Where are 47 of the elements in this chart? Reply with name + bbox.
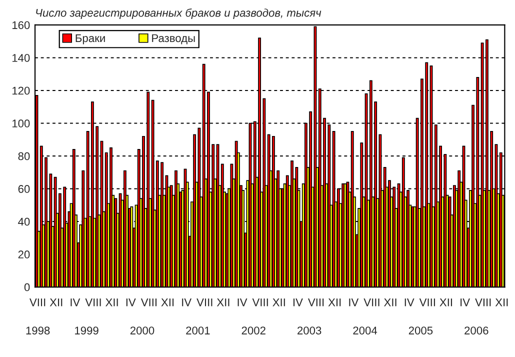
x-tick-label: IV	[349, 298, 359, 306]
chart-title: Число зарегистрированных браков и разводов, тысяч	[36, 8, 322, 19]
x-tick-label: XII	[495, 298, 508, 306]
x-tick-label: VIII	[30, 298, 46, 306]
text: 2003	[298, 326, 322, 334]
text: 2000	[130, 326, 154, 334]
y-tick-label: 80	[18, 152, 30, 160]
x-tick-label: XII	[384, 298, 396, 306]
x-tick-label: VIII	[475, 298, 491, 306]
x-tick-label: XII	[440, 298, 452, 306]
x-tick-label: VIII	[196, 298, 212, 306]
x-tick-label: XII	[50, 298, 62, 306]
x-tick-label: VIII	[140, 298, 157, 306]
x-tick-label: XII	[216, 298, 230, 306]
x-tick-label: XII	[328, 298, 341, 306]
y-tick-label: 160	[12, 21, 30, 30]
legend-label: Браки	[76, 34, 105, 44]
x-tick-label: VIII	[85, 298, 101, 306]
y-tick-label: 60	[18, 185, 30, 193]
y-tick-label: 20	[18, 250, 30, 258]
x-tick-label: IV	[293, 298, 303, 306]
x-tick-label: VIII	[252, 298, 268, 306]
x-tick-label: IV	[70, 298, 80, 306]
text: 2002	[242, 326, 266, 334]
x-tick-label: XII	[272, 298, 285, 306]
text: 2006	[464, 326, 488, 334]
x-tick-label: XII	[161, 298, 174, 306]
x-tick-label: IV	[404, 298, 414, 306]
legend-label: Разводы	[152, 34, 195, 44]
y-tick-label: 140	[12, 54, 30, 62]
y-tick-label: 40	[18, 218, 30, 226]
x-tick-label: IV	[460, 298, 470, 306]
x-tick-label: VIII	[308, 298, 324, 306]
x-tick-label: IV	[238, 298, 248, 306]
y-tick-label: 120	[12, 86, 30, 95]
x-tick-label: XII	[106, 298, 118, 306]
x-tick-label: VIII	[419, 298, 435, 306]
text: 2001	[186, 326, 210, 334]
text: 2004	[353, 326, 378, 334]
y-tick-label: 100	[12, 120, 30, 128]
text: 1999	[75, 326, 98, 334]
text: 1998	[26, 326, 50, 334]
x-tick-label: IV	[182, 298, 192, 306]
x-tick-label: IV	[126, 298, 136, 306]
x-tick-label: VIII	[364, 298, 380, 306]
text: 2005	[408, 326, 433, 334]
y-tick-label: 0	[24, 283, 30, 292]
